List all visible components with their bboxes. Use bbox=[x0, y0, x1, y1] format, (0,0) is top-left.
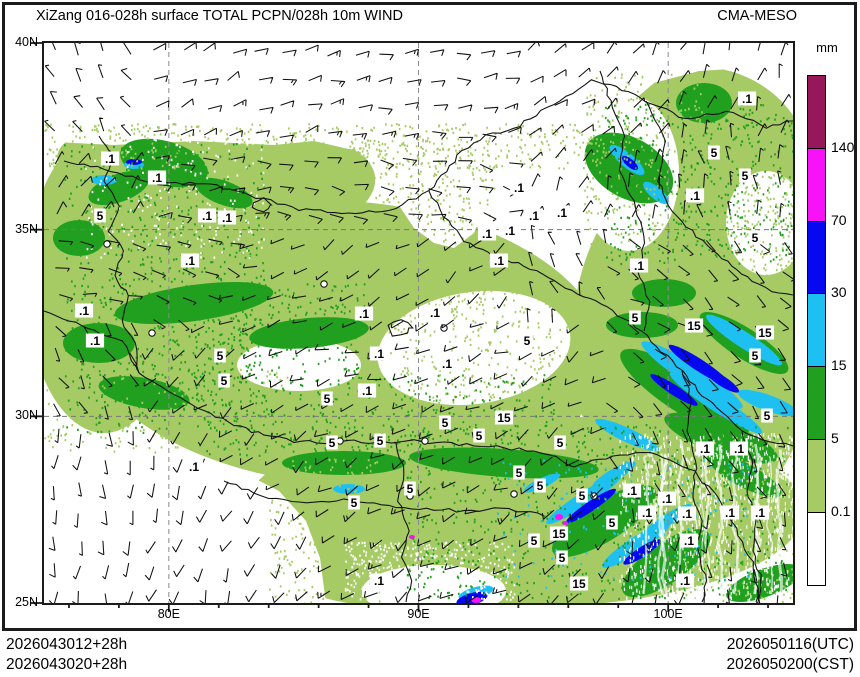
contour-label: 5 bbox=[377, 434, 384, 448]
lat-label: 30N bbox=[15, 408, 38, 423]
contour-label: .1 bbox=[374, 574, 384, 588]
contour-label: 5 bbox=[711, 146, 718, 160]
contour-label: .1 bbox=[90, 334, 100, 348]
footer-valid-time-cst: 2026050200(CST) bbox=[726, 656, 854, 673]
contour-label: .1 bbox=[684, 534, 694, 548]
contour-label: .1 bbox=[690, 189, 700, 203]
contour-label: 15 bbox=[687, 319, 701, 333]
contour-label: 5 bbox=[516, 466, 523, 480]
contour-label: .1 bbox=[734, 442, 744, 456]
contour-label: .1 bbox=[494, 254, 504, 268]
contour-label: .1 bbox=[700, 442, 710, 456]
contour-label: 5 bbox=[742, 169, 749, 183]
contour-label: .1 bbox=[79, 304, 89, 318]
page-title: XiZang 016-028h surface TOTAL PCPN/028h … bbox=[36, 8, 403, 24]
contour-label: 15 bbox=[552, 527, 566, 541]
footer-valid-time-utc: 2026050116(UTC) bbox=[726, 636, 854, 653]
contour-label: .1 bbox=[742, 92, 752, 106]
lon-label: 100E bbox=[653, 607, 683, 621]
lat-label: 40N bbox=[15, 35, 38, 49]
contour-label: 15 bbox=[497, 411, 511, 425]
colorbar-band bbox=[807, 293, 826, 368]
contour-label: .1 bbox=[152, 171, 162, 185]
precip-colorbar bbox=[807, 75, 826, 586]
contour-label: 5 bbox=[579, 489, 586, 503]
contour-label: 5 bbox=[221, 374, 228, 388]
contour-label: 5 bbox=[442, 416, 449, 430]
contour-label: .1 bbox=[529, 209, 539, 223]
footer-init-time-2: 2026043020+28h bbox=[6, 656, 128, 673]
contour-label: .1 bbox=[662, 492, 672, 506]
contour-label: 5 bbox=[609, 516, 616, 530]
contour-label: 5 bbox=[329, 436, 336, 450]
contour-label: .1 bbox=[642, 506, 652, 520]
contour-label: 15 bbox=[758, 326, 772, 340]
colorbar-band bbox=[807, 366, 826, 441]
lon-label: 90E bbox=[407, 607, 430, 621]
colorbar-band bbox=[807, 439, 826, 514]
contour-label: 5 bbox=[531, 534, 538, 548]
colorbar-tick-label: 70 bbox=[831, 211, 847, 228]
contour-label: 5 bbox=[752, 349, 759, 363]
contour-label: .1 bbox=[202, 209, 212, 223]
contour-label: 5 bbox=[217, 349, 224, 363]
colorbar-tick-label: 15 bbox=[831, 357, 847, 374]
contour-label: .1 bbox=[682, 507, 692, 521]
contour-label: 5 bbox=[524, 334, 531, 348]
contour-label: 5 bbox=[351, 496, 358, 510]
contour-label: 5 bbox=[537, 479, 544, 493]
contour-label: 5 bbox=[324, 392, 331, 406]
boundary-lines bbox=[44, 70, 793, 603]
contour-label: 5 bbox=[97, 209, 104, 223]
contour-label: 5 bbox=[632, 311, 639, 325]
model-name: CMA-MESO bbox=[717, 8, 797, 24]
map-plot: .1 .1 .1 .1 .1 .1 .1 .1 .1 .1 .1 .1 .1 .1 .1 .1 .1 .1 .1 .1… bbox=[44, 43, 793, 603]
contour-label: .1 bbox=[505, 224, 515, 238]
colorbar-tick-label: 140 bbox=[831, 138, 855, 155]
contour-label: .1 bbox=[680, 574, 690, 588]
lat-label: 25N bbox=[15, 595, 38, 609]
colorbar-band bbox=[807, 511, 826, 586]
contour-label: 5 bbox=[407, 482, 414, 496]
colorbar-band bbox=[807, 220, 826, 295]
contour-label: 5 bbox=[764, 409, 771, 423]
contour-label: .1 bbox=[634, 259, 644, 273]
contour-label: .1 bbox=[725, 506, 735, 520]
contour-label: .1 bbox=[374, 347, 384, 361]
colorbar-band bbox=[807, 75, 826, 149]
colorbar-band bbox=[807, 147, 826, 222]
contour-label: .1 bbox=[185, 254, 195, 268]
contour-label: .1 bbox=[755, 506, 765, 520]
contour-label: .1 bbox=[514, 181, 524, 195]
colorbar-tick-label: 5 bbox=[831, 430, 839, 446]
contour-label: .1 bbox=[430, 306, 440, 320]
contour-label: .1 bbox=[482, 227, 492, 241]
contour-label: .1 bbox=[362, 384, 372, 398]
wind-barbs-layer bbox=[44, 43, 793, 603]
colorbar-tick-label: 30 bbox=[831, 284, 847, 301]
contour-label: .1 bbox=[189, 460, 199, 474]
contour-label: .1 bbox=[105, 152, 115, 166]
colorbar-tick-label: 0.1 bbox=[831, 502, 851, 519]
lon-label: 80E bbox=[157, 607, 180, 621]
footer-init-time-1: 2026043012+28h bbox=[6, 636, 128, 653]
colorbar-unit-label: mm bbox=[816, 40, 838, 55]
contour-label: .1 bbox=[557, 206, 567, 220]
contour-label: 5 bbox=[752, 231, 759, 245]
contour-label: 5 bbox=[559, 551, 566, 565]
contour-label: .1 bbox=[627, 484, 637, 498]
contour-label: 5 bbox=[557, 436, 564, 450]
contour-label: .1 bbox=[442, 357, 452, 371]
contour-label: .1 bbox=[359, 307, 369, 321]
lat-label: 35N bbox=[15, 221, 38, 236]
contour-label: 15 bbox=[572, 577, 586, 591]
contour-label: .1 bbox=[222, 211, 232, 225]
contour-label: 5 bbox=[476, 429, 483, 443]
